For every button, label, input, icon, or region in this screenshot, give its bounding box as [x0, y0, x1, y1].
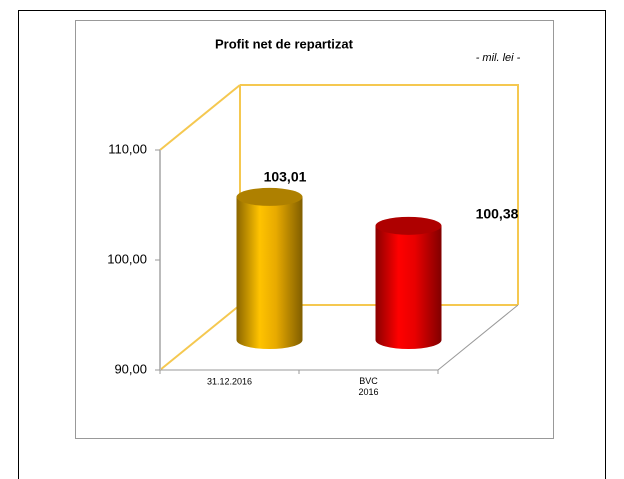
x-tick-label: BVC 2016 [358, 376, 378, 397]
value-label: 100,38 [476, 206, 519, 222]
floor-right [437, 304, 519, 371]
y-tick-label: 90,00 [114, 361, 147, 376]
value-label: 103,01 [264, 169, 307, 185]
y-tick-label: 100,00 [107, 251, 147, 266]
cylinder-body [236, 196, 303, 349]
cylinder-top [236, 187, 303, 206]
chart-title: Profit net de repartizat [215, 36, 354, 51]
cylinder-body [375, 225, 442, 349]
wall-edge [159, 84, 241, 151]
floor-edge [159, 304, 241, 371]
back-wall [240, 84, 519, 305]
x-tick-label: 31.12.2016 [207, 376, 252, 386]
chart-frame [75, 20, 554, 439]
y-tick-label: 110,00 [108, 141, 147, 156]
chart-subtitle: - mil. lei - [476, 52, 521, 64]
cylinder-top [375, 216, 442, 235]
